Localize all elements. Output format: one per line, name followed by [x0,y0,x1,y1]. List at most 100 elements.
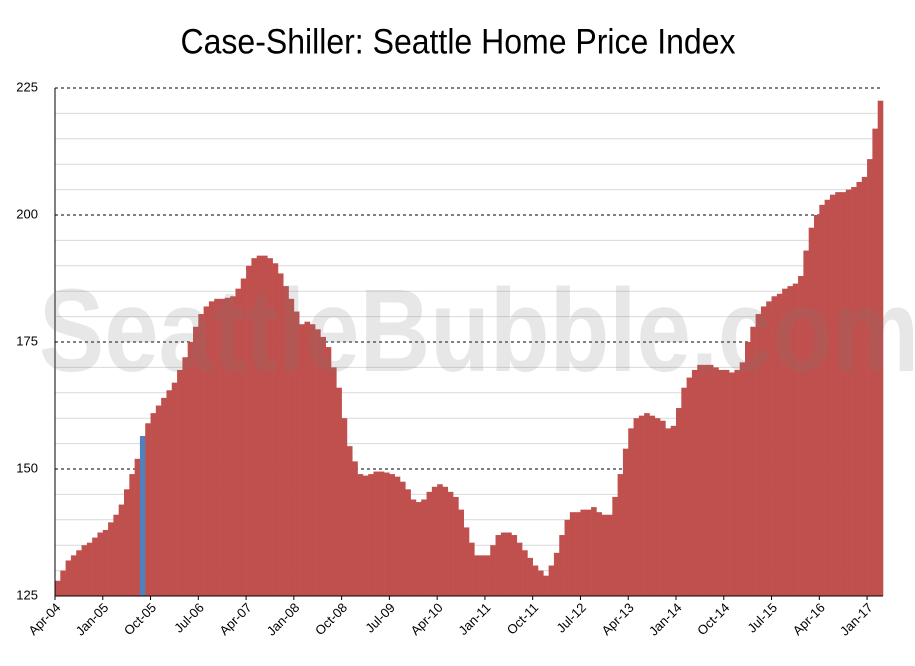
bar [113,514,119,596]
x-tick-label: Oct-11 [504,600,542,638]
bar [341,418,348,596]
bar [569,512,576,596]
bar [405,489,411,596]
bar [591,507,597,596]
bar [628,428,634,596]
x-tick-label: Apr-13 [599,600,637,638]
bar [867,159,873,596]
y-tick-label: 150 [16,460,38,475]
bar [458,509,464,596]
bar [177,369,183,596]
bar [872,128,878,596]
bar [506,532,512,596]
bar [431,486,438,596]
bar [856,181,863,597]
bar [437,484,443,596]
bar [187,342,194,596]
bar [814,215,820,596]
bar [203,306,210,596]
bar [500,532,507,596]
x-tick-label: Apr-07 [216,600,254,638]
bar [803,250,809,596]
bar [426,491,433,596]
bar [824,199,831,596]
bar [766,301,772,596]
bar [129,474,135,596]
bar [702,364,709,596]
bar [118,504,125,596]
bar [829,194,836,596]
bar [601,514,608,596]
y-tick-label: 125 [16,587,38,602]
bar [463,527,470,596]
bar [469,542,475,596]
bar [288,298,295,596]
bar [745,342,751,596]
bar [851,187,857,596]
bar [171,382,178,596]
x-tick-label: Jul-12 [553,600,589,636]
bar [182,357,188,596]
x-tick-label: Jul-06 [171,600,207,636]
bar [580,509,587,596]
y-tick-label: 225 [16,79,38,94]
bar [543,575,549,596]
bar [362,475,369,596]
bar [596,512,602,596]
bar [479,555,486,596]
bar [877,100,884,596]
bar [235,288,242,596]
bar [697,364,703,596]
bar [532,565,539,596]
bar [277,273,284,596]
bar [139,435,146,596]
bar [681,387,687,596]
bar [283,286,289,596]
bar [713,367,719,596]
bar [208,301,215,596]
bar [325,347,332,596]
x-tick-label: Jan-14 [646,600,685,639]
bar [315,329,321,596]
bar [331,367,337,596]
bar [755,314,762,596]
x-tick-label: Jul-09 [362,600,398,636]
bar [81,545,88,596]
bar [676,408,682,596]
x-tick-label: Apr-16 [790,600,828,638]
bar [484,555,491,596]
bar [691,369,698,596]
x-tick-label: Jul-15 [744,600,780,636]
bar [262,255,268,596]
bar [644,413,650,596]
bar [124,489,130,596]
bar [219,298,226,596]
bar [198,314,204,596]
bar [622,448,629,596]
bar [161,397,167,596]
bar [564,519,571,596]
bar [734,369,740,596]
bar [251,258,257,596]
bar [686,377,693,596]
bar [638,415,645,596]
bar [511,535,518,596]
bar [240,278,247,596]
bar [750,326,756,596]
bar [70,555,77,596]
bar [378,471,385,596]
bar [97,532,104,596]
bar [76,550,82,596]
bar [707,364,714,596]
x-tick-label: Jan-11 [455,600,493,638]
bar [230,296,236,596]
bar [400,481,406,596]
bar [792,283,799,596]
bar [559,535,565,596]
bar [665,428,671,596]
x-tick-label: Jan-17 [837,600,876,639]
bar [304,321,311,596]
bar [633,418,640,596]
x-tick-label: Oct-05 [121,600,159,638]
bar [166,390,173,596]
